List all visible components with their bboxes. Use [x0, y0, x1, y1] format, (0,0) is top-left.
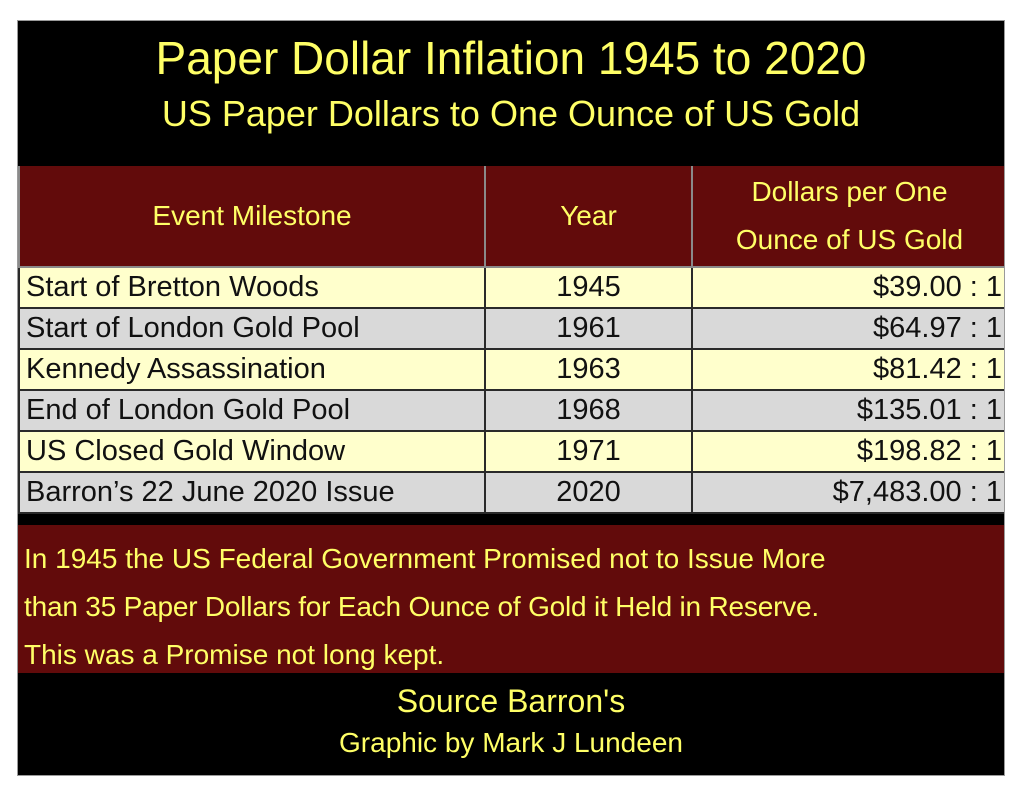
column-header-event: Event Milestone [18, 166, 486, 268]
event-cell: End of London Gold Pool [18, 389, 486, 432]
data-table: Event Milestone Year Dollars per One Oun… [18, 166, 1004, 514]
note-box: In 1945 the US Federal Government Promis… [18, 525, 1004, 673]
event-cell: US Closed Gold Window [18, 430, 486, 473]
column-header-ratio-line2: Ounce of US Gold [735, 224, 964, 255]
table-row: US Closed Gold Window 1971 $198.82 : 1 [18, 430, 1004, 473]
footer: Source Barron's Graphic by Mark J Lundee… [18, 673, 1004, 775]
event-cell: Start of Bretton Woods [18, 266, 486, 309]
header: Paper Dollar Inflation 1945 to 2020 US P… [18, 21, 1004, 166]
year-cell: 1945 [484, 266, 693, 309]
ratio-cell: $135.01 : 1 [691, 389, 1004, 432]
note-line-3: This was a Promise not long kept. [24, 639, 445, 670]
year-cell: 1968 [484, 389, 693, 432]
event-cell: Kennedy Assassination [18, 348, 486, 391]
event-cell: Start of London Gold Pool [18, 307, 486, 350]
table-header-row: Event Milestone Year Dollars per One Oun… [18, 166, 1004, 268]
table-row: Barron’s 22 June 2020 Issue 2020 $7,483.00… [18, 471, 1004, 514]
graphic-frame: Paper Dollar Inflation 1945 to 2020 US P… [17, 20, 1005, 776]
author-credit: Graphic by Mark J Lundeen [339, 727, 683, 758]
year-cell: 1971 [484, 430, 693, 473]
ratio-cell: $64.97 : 1 [691, 307, 1004, 350]
table-row: Kennedy Assassination 1963 $81.42 : 1 [18, 348, 1004, 391]
year-cell: 1961 [484, 307, 693, 350]
table-body: Start of Bretton Woods 1945 $39.00 : 1 Star… [18, 266, 1004, 514]
column-header-ratio: Dollars per One Ounce of US Gold [691, 166, 1004, 268]
column-header-ratio-line1: Dollars per One [751, 176, 948, 207]
ratio-cell: $7,483.00 : 1 [691, 471, 1004, 514]
year-cell: 2020 [484, 471, 693, 514]
event-cell: Barron’s 22 June 2020 Issue [18, 471, 486, 514]
ratio-cell: $81.42 : 1 [691, 348, 1004, 391]
table-row: Start of London Gold Pool 1961 $64.97 : 1 [18, 307, 1004, 350]
source-credit: Source Barron's [396, 683, 626, 719]
note-line-2: than 35 Paper Dollars for Each Ounce of … [24, 591, 819, 622]
table-row: Start of Bretton Woods 1945 $39.00 : 1 [18, 266, 1004, 309]
ratio-cell: $39.00 : 1 [691, 266, 1004, 309]
note-line-1: In 1945 the US Federal Government Promis… [24, 543, 826, 574]
year-cell: 1963 [484, 348, 693, 391]
column-header-year: Year [484, 166, 693, 268]
chart-subtitle: US Paper Dollars to One Ounce of US Gold [161, 93, 861, 134]
ratio-cell: $198.82 : 1 [691, 430, 1004, 473]
chart-title: Paper Dollar Inflation 1945 to 2020 [155, 32, 867, 84]
table-row: End of London Gold Pool 1968 $135.01 : 1 [18, 389, 1004, 432]
